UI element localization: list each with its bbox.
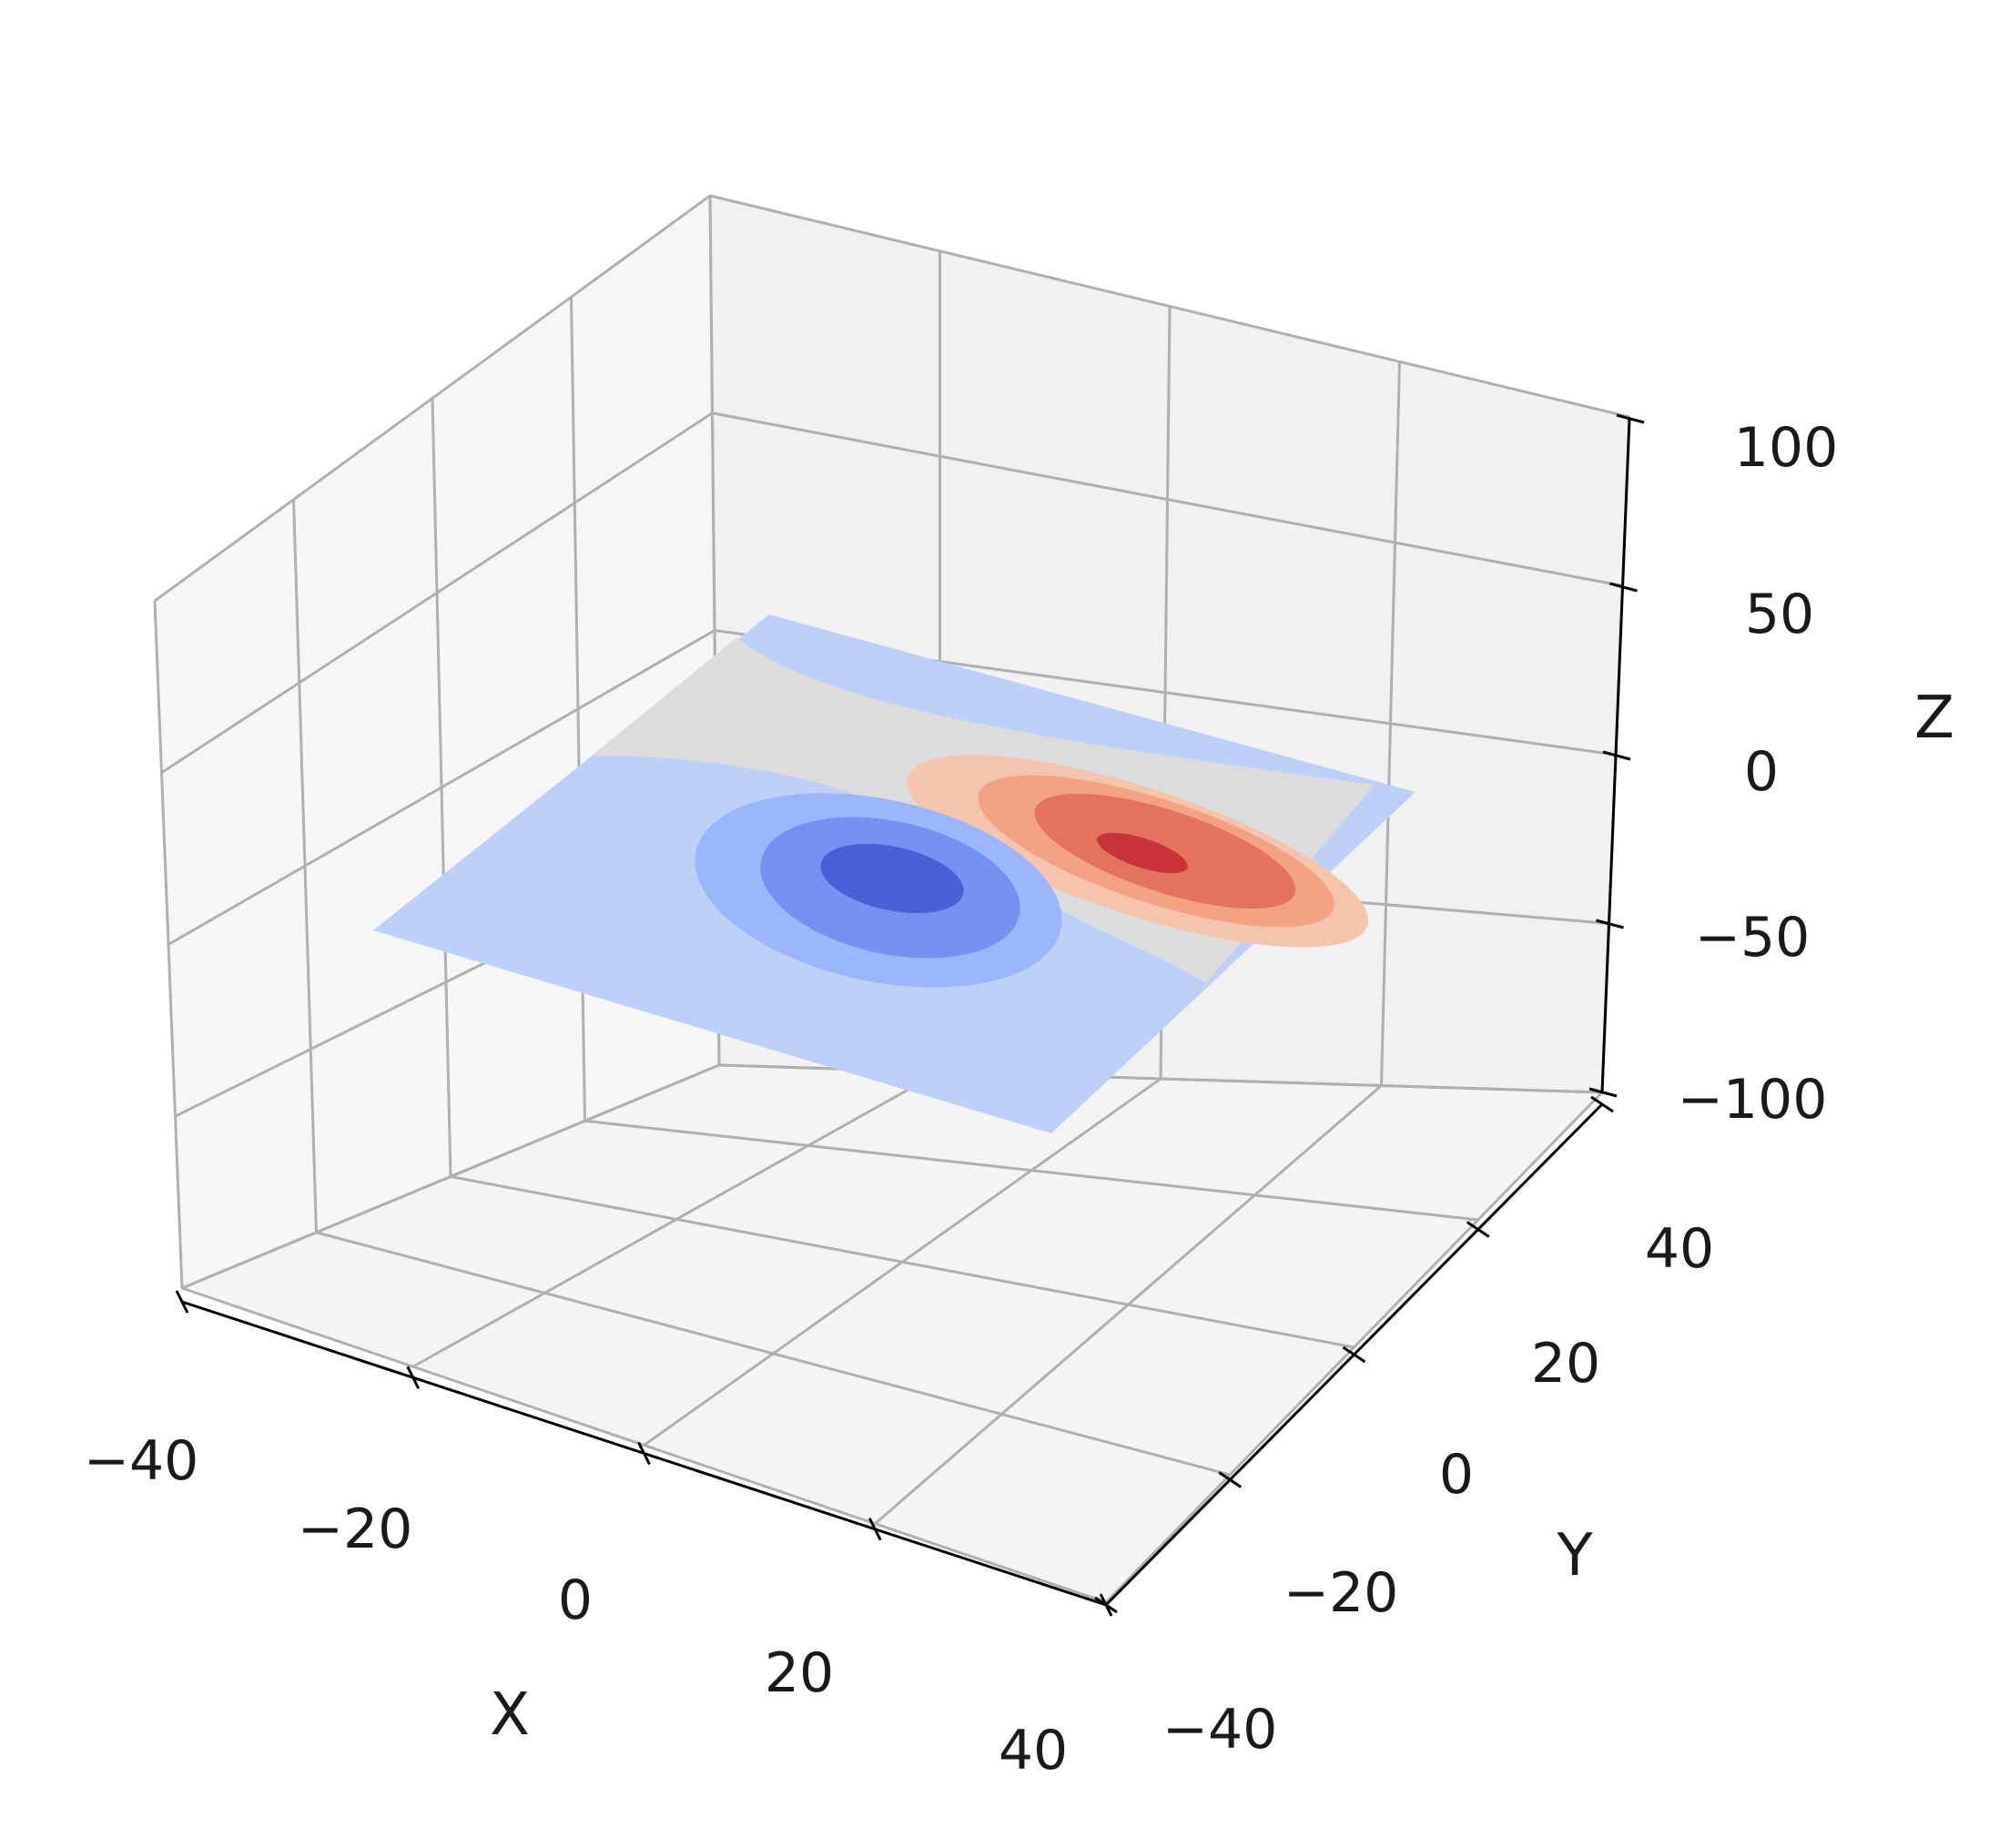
z-axis-label: Z [1914, 685, 1954, 752]
y-tick-mark [1218, 1471, 1243, 1488]
y-tick-label: −20 [1284, 1561, 1399, 1625]
back-pane-grid-line [1380, 361, 1401, 1086]
z-tick-mark [1596, 919, 1624, 929]
x-tick-label: 20 [765, 1641, 834, 1705]
y-tick-label: 40 [1645, 1217, 1714, 1281]
y-tick-labels: −40 −20 0 20 40 [1162, 1217, 1714, 1762]
z-tick-mark [1588, 1087, 1618, 1098]
x-tick-label: −40 [84, 1429, 199, 1493]
z-tick-mark [1616, 413, 1645, 424]
left-pane-grid-line [167, 629, 715, 946]
contour-level-deep-red [1097, 832, 1188, 874]
z-tick-label: 0 [1744, 740, 1779, 804]
y-tick-mark [1590, 1095, 1614, 1113]
floor-grid-line [1104, 1091, 1604, 1604]
x-tick-mark [637, 1441, 651, 1466]
x-tick-mark [1099, 1593, 1113, 1617]
x-tick-mark [406, 1366, 421, 1389]
z-tick-label: 100 [1734, 416, 1839, 480]
z-tick-mark [1609, 582, 1638, 593]
x-tick-label: 40 [999, 1719, 1068, 1782]
y-tick-label: 0 [1439, 1443, 1474, 1507]
y-axis-label: Y [1556, 1522, 1593, 1589]
z-tick-labels: −100 −50 0 50 100 [1678, 416, 1839, 1132]
y-tick-label: −40 [1162, 1698, 1278, 1762]
tick-marks [175, 413, 1645, 1617]
back-pane-grid-line [712, 411, 1623, 587]
y-tick-mark [1342, 1345, 1366, 1364]
floor-grid-line [450, 1175, 1355, 1349]
y-tick-label: 20 [1531, 1332, 1600, 1396]
floor-grid-line [874, 1084, 1383, 1525]
x-tick-label: 0 [558, 1569, 593, 1632]
left-pane-grid-line [154, 194, 711, 603]
contour-level-deep-blue [820, 843, 964, 914]
x-tick-mark [175, 1290, 189, 1314]
x-axis-label: X [490, 1681, 530, 1749]
contour-surface [373, 614, 1416, 1133]
x-tick-mark [868, 1518, 882, 1541]
y-tick-mark [1466, 1221, 1490, 1238]
z-tick-mark [1602, 750, 1631, 761]
z-tick-label: −100 [1678, 1068, 1828, 1132]
z-tick-label: −50 [1695, 906, 1811, 970]
x-tick-label: −20 [298, 1498, 413, 1561]
back-pane-grid-line [709, 194, 1630, 419]
left-pane-grid-line [160, 411, 714, 775]
z-tick-label: 50 [1745, 583, 1814, 646]
floor-grid-line [584, 1119, 1478, 1222]
x-tick-labels: −40 −20 0 20 40 [84, 1429, 1068, 1782]
